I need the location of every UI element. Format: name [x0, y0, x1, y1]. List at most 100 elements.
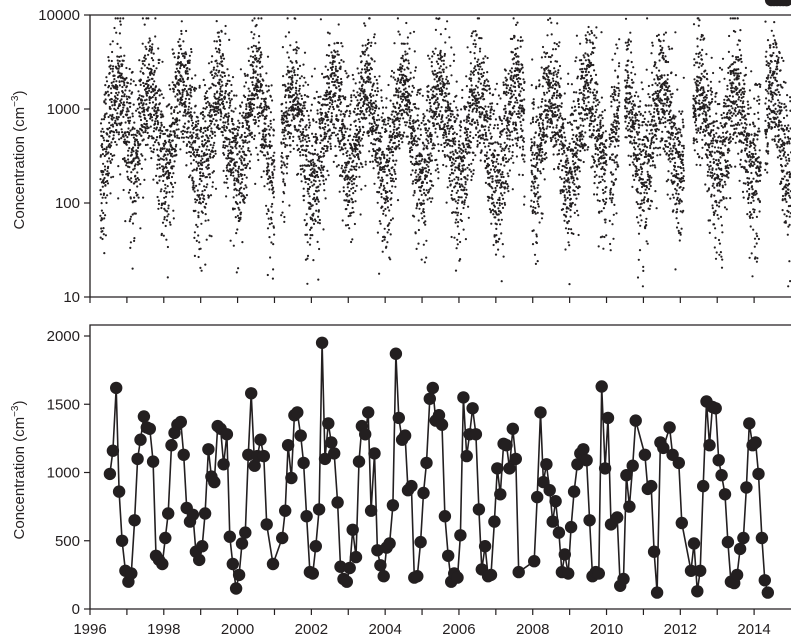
top-point: [121, 85, 124, 89]
top-point: [303, 194, 306, 197]
top-point: [297, 147, 300, 150]
top-point: [408, 108, 411, 111]
top-point: [271, 158, 274, 162]
top-point: [137, 96, 141, 100]
top-point: [189, 135, 192, 138]
top-point: [376, 152, 379, 155]
top-point: [480, 149, 483, 152]
top-point: [150, 57, 153, 60]
top-point: [115, 31, 118, 34]
top-point: [209, 122, 213, 125]
top-point: [195, 120, 198, 123]
top-point: [311, 219, 314, 222]
top-point: [205, 202, 208, 205]
top-point: [242, 111, 245, 114]
top-point: [167, 174, 170, 177]
top-point: [132, 80, 135, 83]
top-point: [178, 110, 181, 113]
top-point: [105, 148, 108, 151]
top-point: [130, 180, 133, 183]
top-point: [387, 119, 390, 122]
top-point: [99, 178, 102, 181]
top-point: [300, 75, 303, 78]
top-point: [433, 52, 436, 55]
top-point: [246, 162, 249, 165]
top-point: [483, 79, 486, 83]
top-point: [196, 135, 199, 138]
top-point: [381, 106, 385, 109]
top-point: [321, 121, 324, 124]
top-point: [354, 119, 357, 122]
top-point: [315, 202, 318, 206]
top-point: [280, 214, 283, 217]
top-point: [113, 74, 116, 77]
top-point: [245, 186, 248, 189]
top-point: [219, 55, 222, 58]
top-point: [428, 57, 431, 60]
top-point: [272, 134, 275, 137]
top-point: [355, 184, 358, 187]
top-point: [148, 98, 151, 102]
top-point: [182, 89, 185, 92]
top-point: [361, 76, 364, 80]
top-point: [208, 148, 211, 152]
top-point: [227, 112, 230, 115]
top-point: [387, 122, 390, 125]
top-point: [444, 27, 447, 31]
top-point: [375, 105, 378, 108]
top-point: [428, 168, 431, 172]
top-point: [317, 175, 320, 179]
top-point: [390, 69, 394, 73]
top-point: [198, 145, 201, 148]
top-point: [169, 161, 172, 164]
top-point: [299, 120, 302, 123]
top-point: [127, 116, 130, 119]
top-point: [345, 207, 348, 211]
top-point: [422, 113, 425, 116]
top-point: [303, 76, 306, 79]
top-point: [199, 202, 202, 205]
top-point: [372, 167, 375, 170]
top-point: [342, 153, 345, 156]
top-point: [236, 228, 239, 231]
top-point: [127, 158, 130, 161]
top-point: [180, 29, 183, 33]
top-point: [285, 115, 288, 118]
top-point: [235, 94, 238, 97]
top-point: [341, 219, 344, 222]
top-point: [227, 115, 231, 118]
top-point: [266, 182, 269, 185]
top-point: [231, 140, 234, 144]
top-point: [463, 188, 466, 191]
top-point: [204, 126, 207, 129]
top-point: [364, 184, 367, 187]
top-point: [235, 127, 238, 131]
top-point: [341, 148, 344, 151]
top-point: [358, 120, 361, 123]
top-point: [172, 209, 175, 212]
top-point: [383, 153, 386, 157]
top-point: [360, 188, 363, 191]
top-point: [384, 214, 387, 217]
top-point: [265, 72, 268, 75]
top-point: [167, 213, 170, 216]
top-point: [252, 44, 255, 47]
top-point: [107, 165, 110, 168]
top-point: [210, 235, 213, 238]
top-point: [452, 211, 455, 214]
top-point: [447, 124, 450, 127]
top-point: [265, 204, 268, 207]
top-point: [280, 142, 283, 145]
top-point: [339, 88, 342, 91]
top-point: [285, 117, 288, 120]
top-point: [393, 168, 396, 171]
top-point: [218, 83, 221, 86]
top-point: [319, 122, 322, 125]
top-point: [429, 187, 432, 190]
top-point: [135, 180, 138, 183]
top-point: [300, 97, 304, 100]
top-point: [105, 146, 108, 149]
top-point: [298, 92, 301, 95]
top-point: [238, 189, 241, 192]
top-point: [230, 109, 233, 112]
